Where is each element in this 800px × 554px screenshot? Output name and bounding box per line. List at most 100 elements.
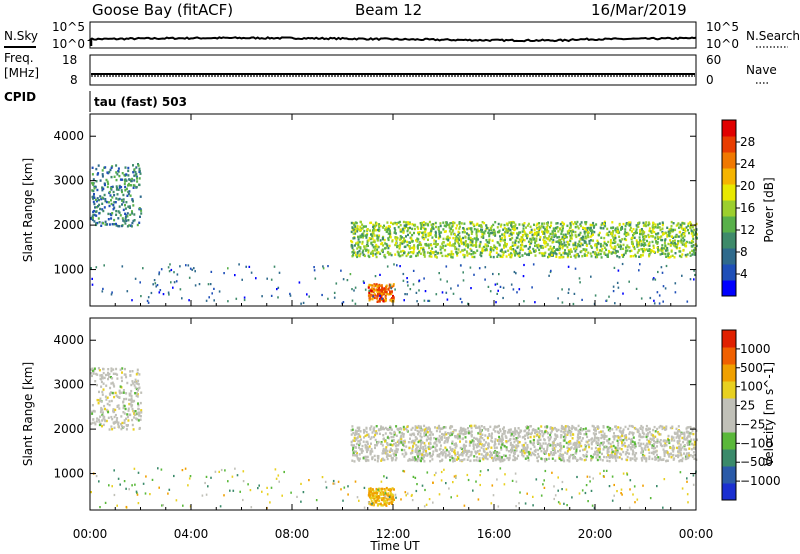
data-point xyxy=(115,188,118,191)
data-point xyxy=(402,230,405,233)
data-point xyxy=(452,221,455,224)
data-point xyxy=(409,255,412,258)
data-point xyxy=(640,297,643,300)
data-point xyxy=(421,221,424,225)
data-point xyxy=(607,450,610,453)
data-point xyxy=(118,407,121,410)
data-point xyxy=(102,222,104,225)
data-point xyxy=(98,390,100,394)
data-point xyxy=(663,454,666,458)
data-point xyxy=(654,236,657,239)
data-point xyxy=(509,441,512,445)
data-point xyxy=(442,237,445,241)
data-point xyxy=(137,383,140,386)
data-point xyxy=(470,441,472,444)
data-point xyxy=(636,231,638,234)
data-point xyxy=(507,227,510,230)
data-point xyxy=(450,255,453,259)
data-point xyxy=(682,228,685,231)
data-point xyxy=(117,167,120,170)
data-point xyxy=(614,425,617,428)
data-point xyxy=(130,394,133,398)
data-point xyxy=(353,289,355,292)
freq-label-line1: Freq. xyxy=(4,51,34,65)
data-point xyxy=(386,427,388,431)
data-point xyxy=(540,246,543,249)
data-point xyxy=(574,457,577,460)
data-point xyxy=(96,373,99,376)
data-point xyxy=(561,456,564,459)
data-point xyxy=(434,254,437,257)
data-point xyxy=(626,249,629,252)
data-point xyxy=(599,249,602,252)
data-point xyxy=(90,267,92,270)
data-point xyxy=(648,222,651,226)
data-point xyxy=(448,236,451,240)
data-point xyxy=(597,242,600,245)
data-point xyxy=(522,234,525,237)
data-point xyxy=(388,232,391,235)
data-point xyxy=(642,435,645,438)
data-point xyxy=(614,455,617,458)
data-point xyxy=(632,451,635,454)
data-point xyxy=(542,432,545,436)
data-point xyxy=(376,294,379,298)
data-point xyxy=(450,252,453,256)
data-point xyxy=(135,382,138,385)
data-point xyxy=(530,230,533,233)
data-point xyxy=(616,281,619,284)
data-point xyxy=(270,294,273,297)
data-point xyxy=(91,369,94,372)
data-point xyxy=(478,224,481,227)
data-point xyxy=(421,453,424,456)
data-point xyxy=(594,450,597,454)
data-point xyxy=(687,456,690,460)
data-point xyxy=(356,430,359,433)
data-point xyxy=(424,430,427,433)
data-point xyxy=(110,425,113,428)
data-point xyxy=(470,450,473,454)
data-point xyxy=(138,183,141,187)
data-point xyxy=(642,235,645,238)
data-point xyxy=(100,408,103,412)
data-point xyxy=(138,177,141,180)
data-point xyxy=(567,428,570,431)
data-point xyxy=(100,380,103,384)
data-point xyxy=(422,445,425,449)
data-point xyxy=(624,425,627,429)
data-point xyxy=(507,458,510,462)
data-point xyxy=(399,435,402,439)
data-point xyxy=(454,446,457,449)
data-point xyxy=(552,227,555,230)
velocity-scatter-data xyxy=(90,367,698,510)
data-point xyxy=(634,255,637,258)
data-point xyxy=(562,255,565,259)
data-point xyxy=(110,367,113,370)
data-point xyxy=(630,442,633,445)
nsearch-tick-bottom: 10^0 xyxy=(706,37,739,51)
data-point xyxy=(579,281,581,284)
data-point xyxy=(138,170,141,173)
data-point xyxy=(656,226,659,229)
data-point xyxy=(102,411,104,414)
data-point xyxy=(97,402,100,405)
data-point xyxy=(397,221,400,224)
data-point xyxy=(646,445,649,449)
data-point xyxy=(91,374,93,378)
data-point xyxy=(459,453,462,456)
data-point xyxy=(104,407,106,411)
data-point xyxy=(131,418,134,422)
data-point xyxy=(501,433,504,436)
data-point xyxy=(362,440,365,443)
data-point xyxy=(661,249,664,252)
data-point xyxy=(637,222,640,225)
data-point xyxy=(138,207,141,210)
data-point xyxy=(576,439,579,442)
data-point xyxy=(508,428,511,432)
data-point xyxy=(513,251,516,255)
data-point xyxy=(459,250,462,254)
data-point xyxy=(684,438,687,441)
data-point xyxy=(406,429,409,432)
data-point xyxy=(579,223,582,226)
data-point xyxy=(122,200,125,204)
